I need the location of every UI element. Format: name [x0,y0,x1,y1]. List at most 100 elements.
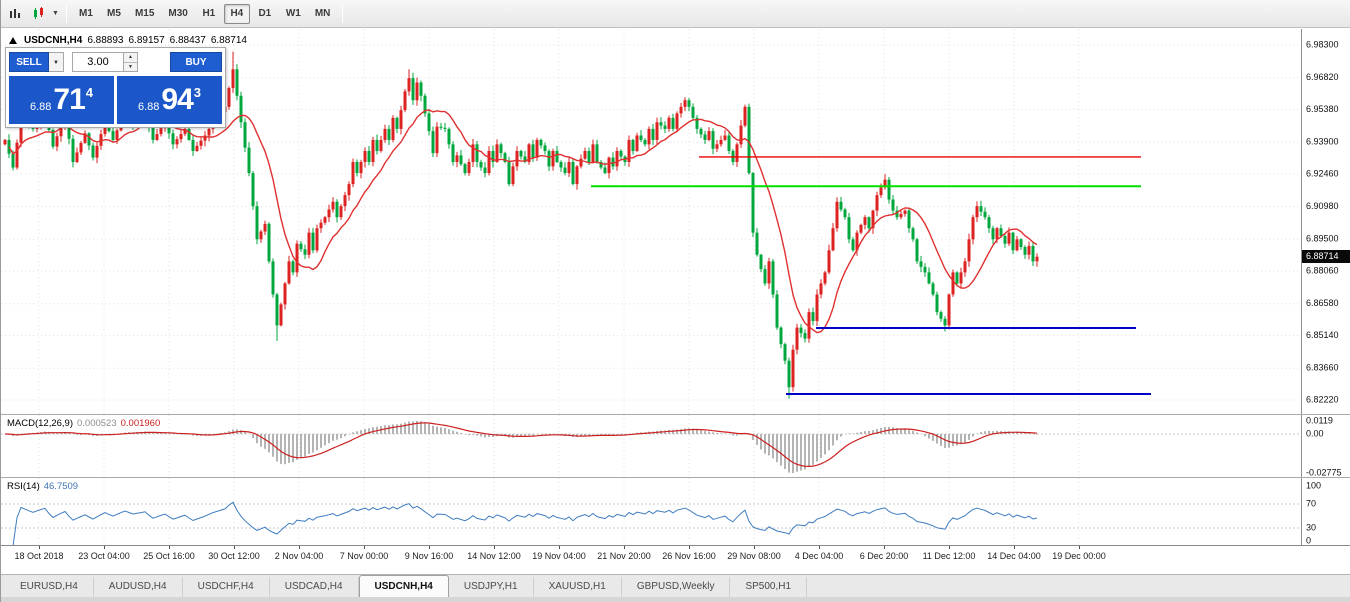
chart-tab-xauusd[interactable]: XAUUSD,H1 [534,577,622,598]
date-label: 6 Dec 20:00 [859,551,909,561]
rsi-grid [1,478,1301,545]
chart-tab-sp500[interactable]: SP500,H1 [730,577,808,598]
macd-main-value: 0.000523 [77,418,117,429]
svg-text:6.86580: 6.86580 [1306,298,1339,308]
chart-tab-usdjpy[interactable]: USDJPY,H1 [449,577,534,598]
timeframe-M30[interactable]: M30 [168,7,188,19]
sell-options-dropdown[interactable]: ▼ [49,52,64,72]
date-label: 26 Nov 16:00 [662,551,716,561]
svg-text:6.92460: 6.92460 [1306,168,1339,178]
svg-text:6.88060: 6.88060 [1306,265,1339,275]
timeframe-M1[interactable]: M1 [78,7,93,19]
date-label: 19 Nov 04:00 [532,551,586,561]
svg-text:6.95380: 6.95380 [1306,104,1339,114]
sell-price-point: 4 [85,84,94,100]
date-label: 29 Nov 08:00 [727,551,781,561]
horizontal-level-lines[interactable] [591,156,1151,396]
date-label: 14 Nov 12:00 [467,551,521,561]
sell-price-prefix: 6.88 [29,101,52,113]
macd-name: MACD(12,26,9) [7,418,73,429]
chart-marker-icon [9,37,17,44]
date-label: 2 Nov 04:00 [274,551,324,561]
macd-label: MACD(12,26,9) 0.000523 0.001960 [7,418,160,429]
chart-window: 6.98300 6.96820 6.95380 6.93900 6.92460 6.909… [1,29,1350,574]
macd-grid [1,415,1301,477]
svg-text:70: 70 [1306,498,1316,508]
chart-shift-icon[interactable] [28,4,50,24]
macd-signal-value: 0.001960 [120,418,161,429]
chart-tab-usdcad[interactable]: USDCAD,H4 [270,577,359,598]
date-label: 30 Oct 12:00 [208,551,260,561]
date-label: 14 Dec 04:00 [987,551,1041,561]
timeframe-M5[interactable]: M5 [106,7,121,19]
date-label: 23 Oct 04:00 [78,551,130,561]
timeframe-MN[interactable]: MN [314,7,331,19]
buy-price-prefix: 6.88 [137,101,160,113]
svg-text:6.96820: 6.96820 [1306,72,1339,82]
chart-tab-audusd[interactable]: AUDUSD,H4 [94,577,183,598]
chart-ohlc-header: USDCNH,H4 6.88893 6.89157 6.88437 6.8871… [9,35,247,46]
buy-button[interactable]: BUY [170,52,222,72]
candles-layer [3,51,1039,399]
svg-text:6.90980: 6.90980 [1306,201,1339,211]
date-label: 11 Dec 12:00 [922,551,976,561]
sell-price-pips: 71 [53,83,85,116]
timeframe-W1[interactable]: W1 [285,7,301,19]
volume-up-icon[interactable]: ▲ [124,53,137,63]
chart-tab-eurusd[interactable]: EURUSD,H4 [5,577,94,598]
svg-text:0.00: 0.00 [1306,428,1324,438]
ohlc-open: 6.88893 [87,35,124,46]
date-tick [429,546,430,549]
volume-down-icon[interactable]: ▼ [128,64,133,70]
volume-input[interactable] [72,52,124,72]
date-label: 19 Dec 00:00 [1052,551,1106,561]
timeframe-H4[interactable]: H4 [223,3,250,24]
svg-text:6.89500: 6.89500 [1306,234,1339,244]
rsi-label: RSI(14) 46.7509 [7,481,78,492]
rsi-name: RSI(14) [7,481,40,492]
buy-price-button[interactable]: 6.88 94 3 [117,76,222,124]
date-axis[interactable]: 18 Oct 2018 23 Oct 04:00 25 Oct 16:00 30 Oc… [1,546,1350,574]
date-tick [1014,546,1015,549]
sell-price-button[interactable]: 6.88 71 4 [9,76,114,124]
date-tick [169,546,170,549]
macd-indicator-panel[interactable]: 0.0119 0.00 -0.02775 [1,415,1350,478]
chart-tab-usdchf[interactable]: USDCHF,H4 [183,577,270,598]
svg-text:0: 0 [1306,535,1311,545]
date-tick [884,546,885,549]
chart-tab-gbpusd[interactable]: GBPUSD,Weekly [622,577,731,598]
svg-text:0.0119: 0.0119 [1306,415,1333,425]
rsi-indicator-panel[interactable]: 100 70 30 0 [1,478,1350,546]
timeframe-H1[interactable]: H1 [202,7,216,19]
date-label: 9 Nov 16:00 [404,551,454,561]
ohlc-low: 6.88437 [169,35,206,46]
price-chart[interactable]: 6.98300 6.96820 6.95380 6.93900 6.92460 6.909… [1,29,1350,415]
chevron-down-icon[interactable]: ▼ [52,10,59,17]
svg-text:-0.02775: -0.02775 [1306,467,1342,477]
rsi-line [9,501,1038,546]
date-tick [624,546,625,549]
chart-type-icon[interactable] [5,4,27,24]
date-label: 7 Nov 00:00 [339,551,389,561]
timeframe-D1[interactable]: D1 [258,7,272,19]
chart-tab-usdcnh[interactable]: USDCNH,H4 [358,575,449,598]
date-tick [39,546,40,549]
timeframe-M15[interactable]: M15 [134,7,155,19]
toolbar: ▼ M1 M5 M15 M30 H1 H4 D1 W1 MN [1,0,1350,28]
svg-text:6.98300: 6.98300 [1306,39,1339,49]
toolbar-separator [65,4,67,23]
ohlc-high: 6.89157 [128,35,165,46]
date-tick [234,546,235,549]
sell-button[interactable]: SELL [9,52,49,72]
bar-chart-icon [10,8,20,18]
one-click-trade-panel: SELL ▼ ▲ ▼ BUY 6.88 71 4 6.8 [5,47,226,128]
date-tick [819,546,820,549]
date-label: 4 Dec 04:00 [794,551,844,561]
date-tick [364,546,365,549]
buy-price-point: 3 [193,84,202,100]
rsi-value: 46.7509 [43,481,79,492]
svg-text:100: 100 [1306,480,1321,490]
date-label: 21 Nov 20:00 [597,551,651,561]
ohlc-close: 6.88714 [210,35,247,46]
